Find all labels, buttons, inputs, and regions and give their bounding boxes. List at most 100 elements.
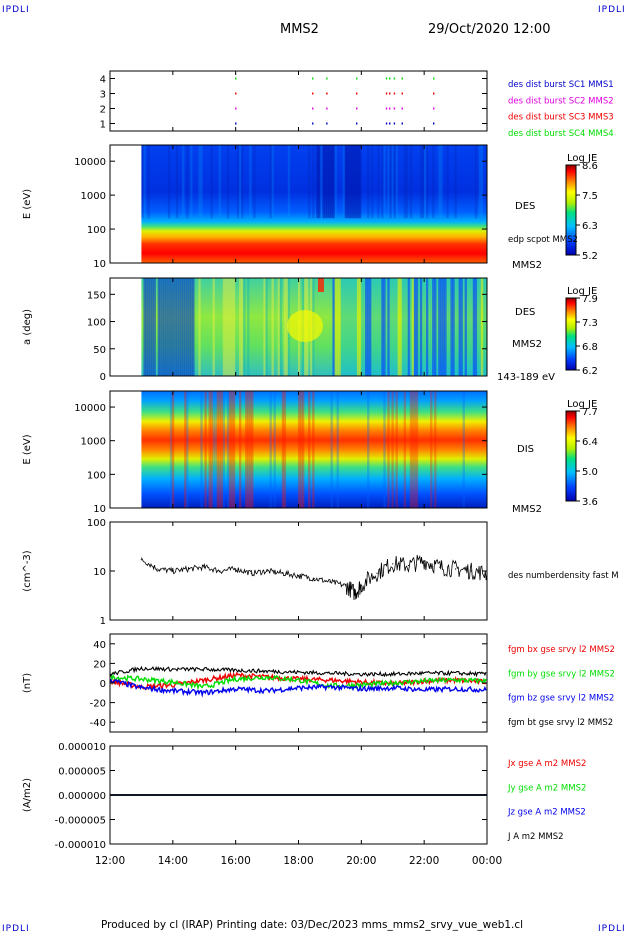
des-pitch-stripe-123	[391, 278, 394, 376]
des-pitch-stripe-167	[480, 278, 484, 376]
dis-energy-stripe-78	[299, 391, 303, 508]
des-pitch-stripe-25	[192, 278, 195, 376]
des-energy-stripe-122	[389, 145, 392, 219]
dis-energy-stripe-45	[232, 391, 236, 508]
des-pitch-stripe-100	[344, 278, 348, 376]
des-energy-stripe-138	[421, 145, 425, 219]
des-energy-stripe-103	[350, 145, 354, 219]
des-energy-stripe-17	[175, 145, 179, 219]
burst-mark-sc2-2	[326, 107, 328, 110]
des-pitch-stripe-112	[369, 278, 372, 376]
dis-energy-stripe-96	[336, 391, 339, 508]
des-pitch-label: DES	[515, 307, 535, 318]
dis-energy-stripe-33	[208, 391, 211, 508]
des-pitch-below_label: 143-189 eV	[497, 372, 555, 383]
des-energy-stripe-29	[200, 145, 203, 219]
burst-mark-sc4-1	[312, 77, 314, 80]
chart-stack: 1 2 3 4 des dist burst SC1 MMS1 des dist burs…	[22, 70, 619, 867]
des-energy-stripe-99	[342, 145, 346, 219]
des-energy-stripe-125	[395, 145, 398, 219]
burst-mark-sc4-3	[356, 77, 358, 80]
des-pitch-stripe-119	[383, 278, 386, 376]
des-pitch-stripe-105	[354, 278, 358, 376]
des-energy-label: DES	[515, 201, 535, 212]
dis-energy-stripe-121	[387, 391, 390, 508]
dis-energy-stripe-77	[297, 391, 301, 508]
des-pitch-ytick-label-2: 100	[87, 318, 106, 329]
dis-energy-stripe-35	[212, 391, 215, 508]
bfield-series-0	[109, 671, 487, 691]
des-energy-stripe-64	[271, 145, 274, 219]
des-energy-colorbar	[565, 164, 577, 256]
dis-energy-stripe-39	[220, 391, 224, 508]
burst-legend-1: des dist burst SC2 MMS2	[508, 96, 614, 106]
density-point-6	[235, 568, 237, 570]
dis-energy-stripe-134	[413, 391, 417, 508]
des-pitch-stripe-23	[188, 278, 191, 376]
des-energy-stripe-88	[320, 145, 323, 219]
des-energy-stripe-150	[446, 145, 449, 219]
des-pitch-stripe-48	[238, 278, 242, 376]
dis-energy-stripe-69	[281, 391, 285, 508]
des-pitch-stripe-50	[243, 278, 246, 376]
dis-energy-stripe-79	[302, 391, 305, 508]
bfield-series-3	[109, 665, 487, 678]
des-pitch-stripe-154	[454, 278, 457, 376]
des-pitch-stripe-160	[466, 278, 470, 376]
des-pitch-stripe-141	[428, 278, 431, 376]
footer-credits: Produced by cl (IRAP) Printing date: 03/…	[101, 919, 524, 931]
des-pitch-stripe-121	[387, 278, 390, 376]
des-pitch-stripe-41	[224, 278, 228, 376]
density-ytick-label-0: 1	[100, 616, 106, 627]
current-ytick-label-2: 0.000000	[58, 791, 106, 802]
des-energy-stripe-63	[269, 145, 272, 219]
des-pitch-stripe-44	[230, 278, 234, 376]
des-pitch-stripe-110	[365, 278, 368, 376]
des-energy-stripe-49	[241, 145, 244, 219]
dis-energy-stripe-22	[186, 391, 189, 508]
des-energy-stripe-116	[377, 145, 380, 219]
dis-energy-stripe-123	[391, 391, 394, 508]
burst-mark-sc1-7	[401, 122, 403, 125]
corner-label-top-left: IPDLI	[2, 5, 30, 15]
dis-energy-stripe-135	[415, 391, 419, 508]
des-pitch-stripe-129	[403, 278, 406, 376]
time-axis-label-3: 18:00	[283, 855, 313, 867]
des-pitch-stripe-122	[389, 278, 392, 376]
burst-mark-sc3-5	[389, 92, 391, 95]
burst-mark-sc1-1	[312, 122, 314, 125]
des-pitch-stripe-20	[182, 278, 185, 376]
des-energy-stripe-82	[308, 145, 311, 219]
density-point-22	[470, 570, 472, 572]
current-ytick-label-4: 0.000010	[58, 742, 106, 753]
des-energy-ytick-label-2: 1000	[81, 191, 106, 202]
des-energy-stripe-87	[318, 145, 321, 219]
dis-energy-ytick-label-0: 10	[93, 504, 106, 515]
des-pitch-stripe-10	[161, 278, 165, 376]
density-point-20	[439, 566, 441, 568]
des-pitch-stripe-104	[352, 278, 356, 376]
des-energy-colorbar-title: Log JE	[567, 153, 597, 164]
des-energy-stripe-1	[143, 145, 146, 219]
des-pitch-stripe-2	[145, 278, 148, 376]
density-ytick-label-2: 100	[87, 518, 106, 529]
dis-energy-stripe-129	[403, 391, 406, 508]
dis-energy-stripe-84	[312, 391, 315, 508]
des-pitch-stripe-130	[405, 278, 409, 376]
bfield-ytick-label-3: 20	[93, 659, 106, 670]
des-pitch-stripe-95	[334, 278, 337, 376]
des-pitch-stripe-143	[432, 278, 435, 376]
des-pitch-stripe-14	[169, 278, 173, 376]
dis-energy-stripe-48	[238, 391, 242, 508]
des-energy-ytick-label-0: 10	[93, 259, 106, 270]
burst-mark-sc3-7	[401, 92, 403, 95]
des-pitch-stripe-120	[385, 278, 388, 376]
density-point-8	[266, 570, 268, 572]
des-energy-stripe-129	[403, 145, 406, 219]
header-spacecraft: MMS2	[280, 22, 319, 37]
time-axis-label-6: 00:00	[472, 855, 502, 867]
burst-panel-frame	[109, 70, 488, 132]
des-energy-stripe-91	[326, 145, 329, 219]
time-axis-label-1: 14:00	[158, 855, 188, 867]
dis-energy-stripe-65	[273, 391, 276, 508]
